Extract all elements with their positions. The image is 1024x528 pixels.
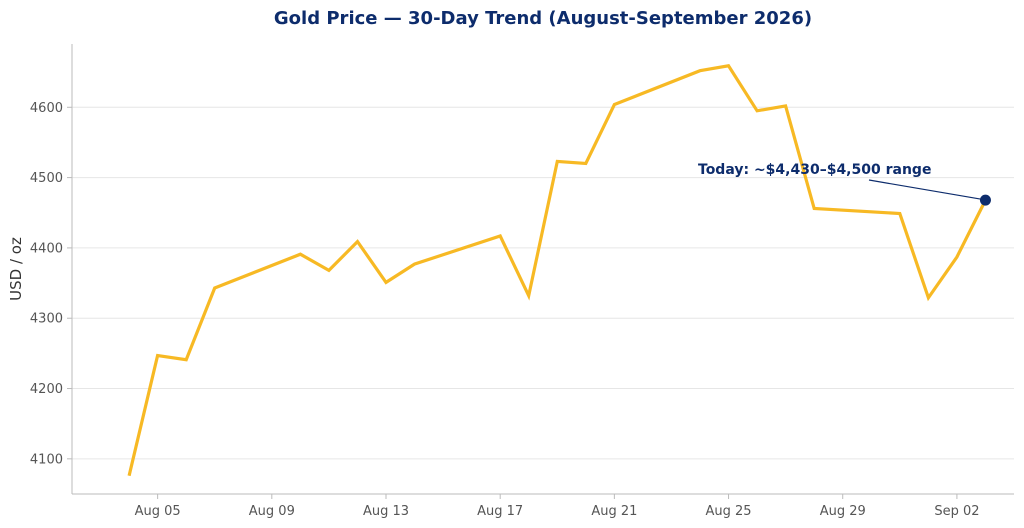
y-tick-label: 4200	[30, 382, 63, 397]
y-axis-label: USD / oz	[7, 237, 25, 301]
x-tick-label: Aug 21	[591, 504, 637, 519]
x-tick-label: Aug 05	[135, 504, 181, 519]
y-tick-label: 4400	[30, 241, 63, 256]
x-tick-label: Aug 17	[477, 504, 523, 519]
x-tick-label: Aug 25	[706, 504, 752, 519]
annotation-label: Today: ~$4,430–$4,500 range	[698, 162, 931, 178]
x-tick-label: Aug 13	[363, 504, 409, 519]
y-tick-label: 4300	[30, 312, 63, 327]
x-tick-label: Sep 02	[934, 504, 979, 519]
y-tick-label: 4100	[30, 452, 63, 467]
y-tick-label: 4500	[30, 171, 63, 186]
x-tick-label: Aug 29	[820, 504, 866, 519]
annotation-arrow	[868, 179, 981, 200]
chart-title: Gold Price — 30-Day Trend (August-Septem…	[274, 8, 812, 29]
y-tick-label: 4600	[30, 101, 63, 116]
today-marker	[979, 194, 991, 206]
x-tick-label: Aug 09	[249, 504, 295, 519]
series-line	[127, 64, 987, 477]
